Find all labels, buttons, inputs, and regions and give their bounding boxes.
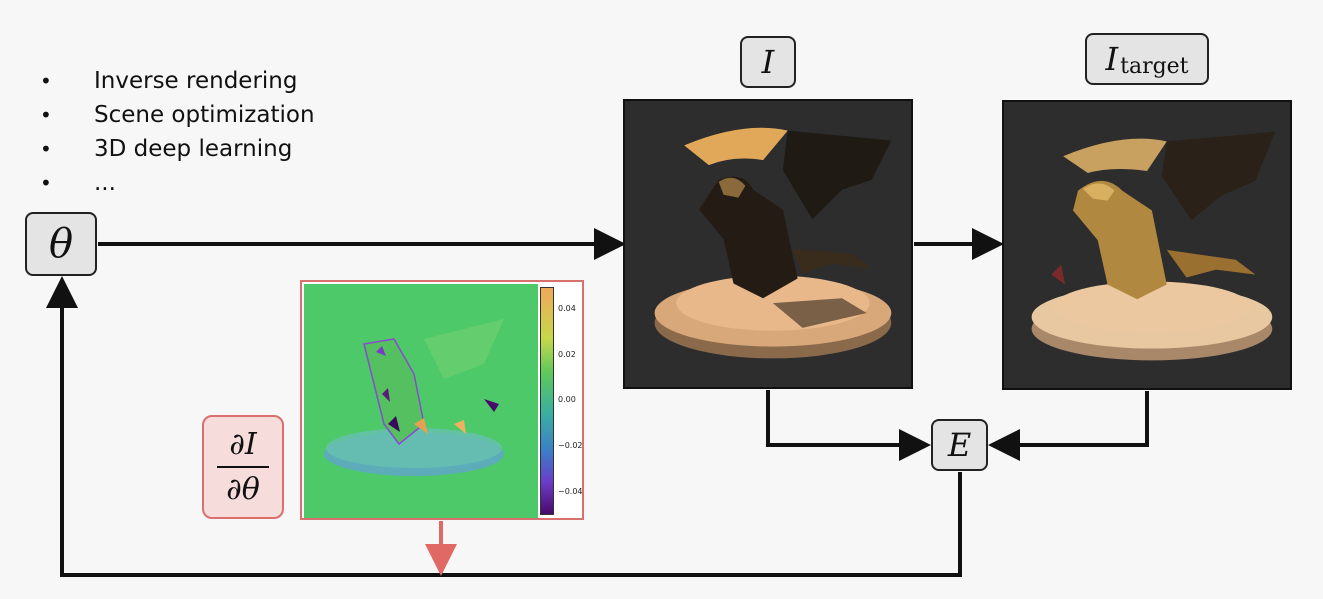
arrow-error-to-theta (46, 276, 962, 577)
list-item: • 3D deep learning (40, 136, 293, 162)
application-list: • Inverse rendering • Scene optimization •… (40, 64, 315, 200)
list-item: •... (40, 170, 116, 196)
arrow-render-to-error (766, 390, 931, 461)
colorbar (540, 287, 554, 515)
colorbar-tick: 0.00 (558, 395, 576, 404)
gradient-image-panel: 0.04 0.02 0.00 −0.02 −0.04 (300, 280, 584, 520)
theta-node: θ (25, 212, 97, 276)
colorbar-tick: 0.04 (558, 304, 576, 313)
colorbar-tick: −0.02 (558, 441, 583, 450)
colorbar-tick: 0.02 (558, 350, 576, 359)
colorbar-tick: −0.04 (558, 487, 583, 496)
gradient-image (304, 284, 538, 518)
error-node: E (931, 419, 988, 471)
derivative-label: ∂I ∂θ (202, 415, 284, 519)
list-item: • Scene optimization (40, 102, 315, 128)
rendered-image-label: I (740, 36, 796, 88)
rendered-image (623, 99, 913, 389)
target-image (1002, 100, 1292, 390)
list-item: • Inverse rendering (40, 68, 298, 94)
arrow-target-to-error (988, 391, 1149, 461)
